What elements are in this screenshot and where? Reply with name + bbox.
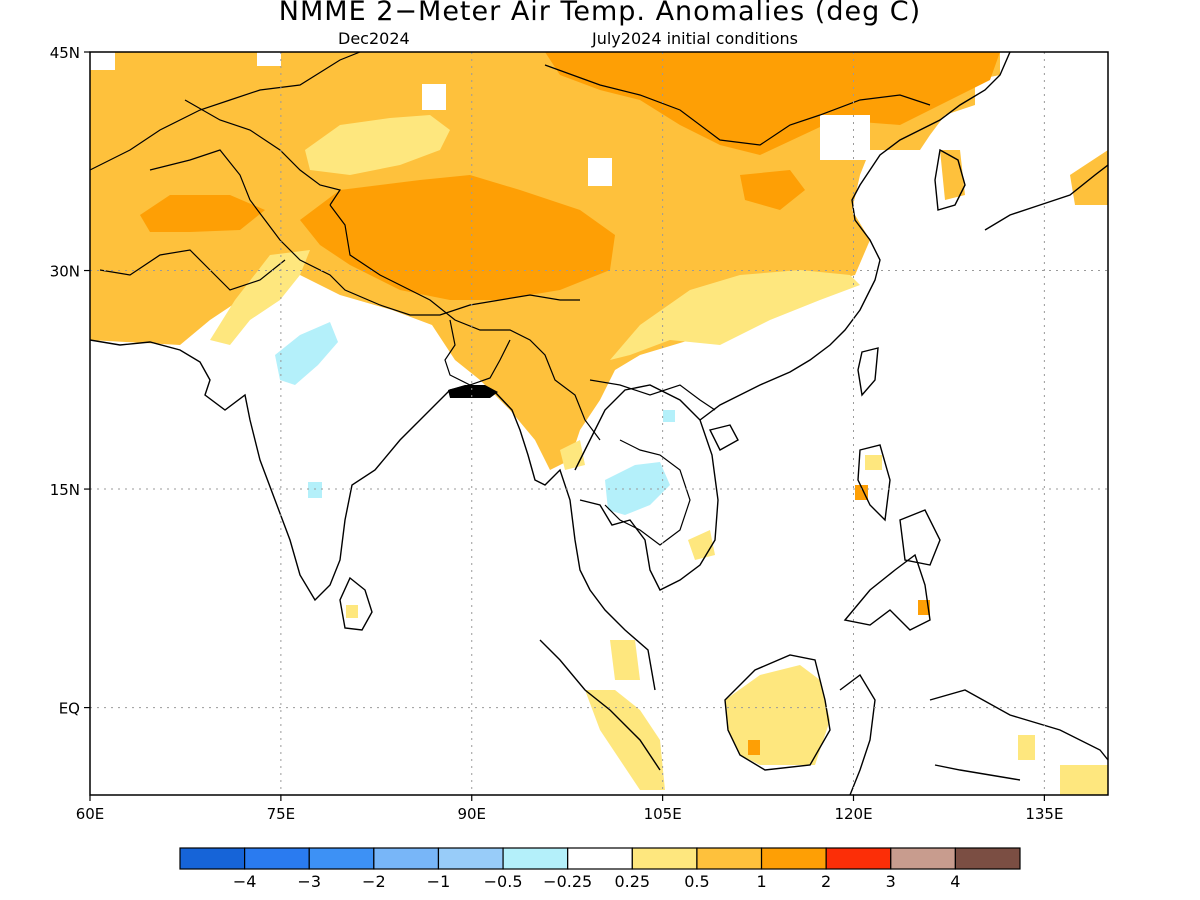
anomaly-region-light-yellow (1060, 765, 1108, 795)
coastlines (90, 52, 1108, 795)
anomaly-region-orange (855, 485, 868, 500)
color-bar-label: 1 (756, 872, 766, 891)
missing-data-cell (90, 52, 115, 70)
missing-data-cell (257, 52, 281, 66)
anomaly-region-light-yellow (346, 605, 358, 618)
map-field (90, 52, 1108, 795)
anomaly-region-orange (740, 170, 805, 210)
color-bar-swatch (244, 847, 310, 870)
color-bar-label: −1 (427, 872, 451, 891)
color-bar-swatch (308, 847, 375, 870)
chart-title: NMME 2−Meter Air Temp. Anomalies (deg C) (278, 0, 922, 27)
color-bar-label: −4 (233, 872, 257, 891)
lon-tick-label: 75E (267, 805, 296, 823)
color-bar-label: −0.25 (543, 872, 592, 891)
color-bar-swatch (373, 847, 440, 870)
anomaly-region-light-yellow (688, 530, 715, 560)
missing-data-cell (588, 158, 612, 186)
anomaly-region-light-yellow (725, 665, 830, 765)
color-bar-label: 4 (950, 872, 960, 891)
anomaly-region-light-yellow (610, 270, 860, 360)
lon-tick-label: 90E (457, 805, 486, 823)
anomaly-region-light-cyan (275, 322, 338, 385)
color-bar-swatch (890, 847, 956, 870)
lat-tick-label: 45N (50, 44, 80, 62)
color-bar-swatch (825, 847, 892, 870)
lat-tick-label: 15N (50, 481, 80, 499)
color-bar-label: 0.5 (684, 872, 709, 891)
color-bar: −4 −3 −2 −1 −0.5 −0.25 0.25 0.5 1 2 3 4 (179, 847, 1021, 891)
coastline-delta (448, 385, 498, 398)
latitude-axis: 45N 30N 15N EQ (50, 44, 90, 718)
color-bar-swatch (954, 847, 1021, 870)
anomaly-region-light-yellow (210, 250, 310, 345)
color-bar-swatch (502, 847, 569, 870)
anomaly-region-light-orange (1070, 150, 1108, 205)
color-bar-label: −2 (362, 872, 386, 891)
anomaly-region-orange (748, 740, 760, 755)
missing-data-cell (820, 115, 870, 160)
anomaly-region-light-cyan (605, 462, 670, 515)
color-bar-swatch (179, 847, 246, 870)
anomaly-region-light-cyan (308, 482, 322, 498)
lat-tick-label: EQ (59, 700, 80, 718)
color-bar-label: 3 (886, 872, 896, 891)
lon-tick-label: 120E (834, 805, 872, 823)
lon-tick-label: 60E (76, 805, 105, 823)
plot-frame (89, 51, 1109, 796)
anomaly-region-light-yellow (305, 115, 450, 175)
lon-tick-label: 105E (644, 805, 682, 823)
longitude-axis: 60E 75E 90E 105E 120E 135E (76, 795, 1063, 823)
forecast-month: Dec2024 (338, 29, 410, 48)
initial-conditions: July2024 initial conditions (592, 29, 798, 48)
lon-tick-label: 135E (1025, 805, 1063, 823)
graticule (90, 52, 1108, 795)
color-bar-label: −0.5 (484, 872, 523, 891)
missing-data-cell (422, 84, 446, 110)
anomaly-region-light-yellow (610, 640, 640, 680)
anomaly-region-orange (545, 52, 1000, 155)
color-bar-swatch (567, 847, 633, 870)
anomaly-region-light-yellow (585, 690, 665, 790)
color-bar-swatch (760, 847, 827, 870)
color-bar-label: 0.25 (614, 872, 650, 891)
country-borders (90, 52, 931, 546)
color-bar-swatch (696, 847, 763, 870)
color-bar-label: −3 (297, 872, 321, 891)
color-bar-label: 2 (821, 872, 831, 891)
color-bar-swatch (437, 847, 504, 870)
anomaly-region-light-yellow (1018, 735, 1035, 760)
anomaly-region-orange (300, 175, 615, 300)
anomaly-region-orange (140, 195, 265, 232)
lat-tick-label: 30N (50, 263, 80, 281)
anomaly-region-light-cyan (663, 410, 675, 422)
anomaly-region-light-yellow (865, 455, 882, 470)
color-bar-swatch (631, 847, 698, 870)
